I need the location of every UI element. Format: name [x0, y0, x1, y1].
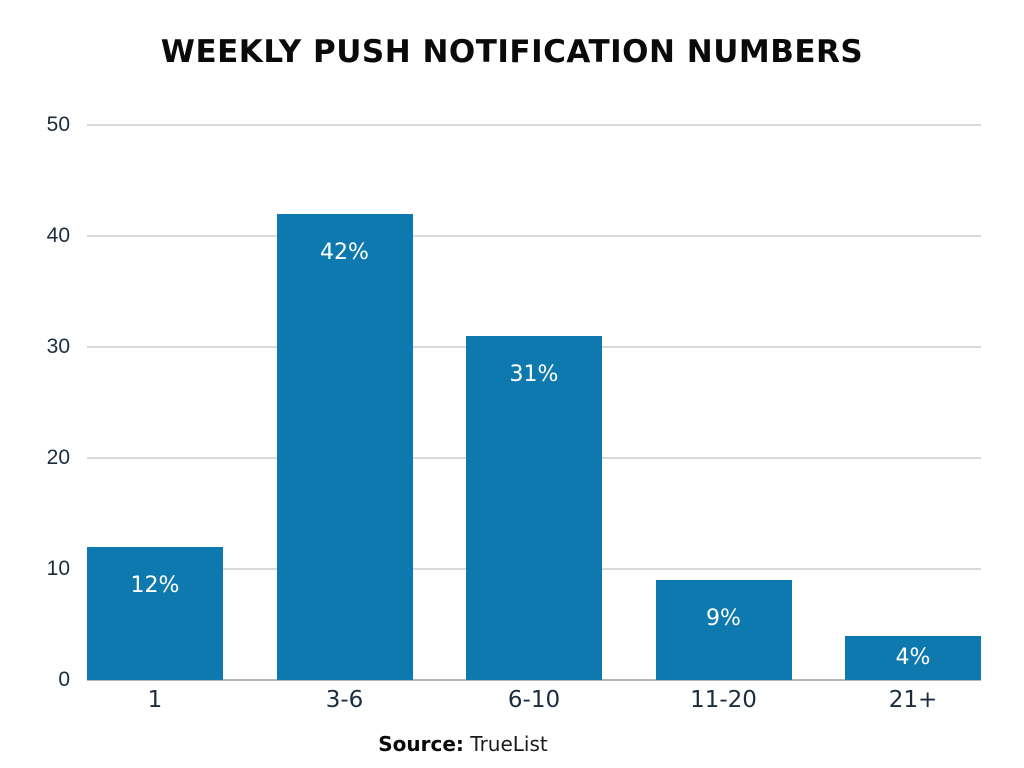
x-axis-tick-labels: 1 3-6 6-10 11-20 21+ — [87, 687, 981, 713]
y-tick-label-20: 20 — [46, 446, 70, 469]
bar-value-label: 31% — [509, 361, 559, 387]
bar-3-6: 42% — [276, 213, 413, 680]
x-tick-label-3-6: 3-6 — [325, 687, 364, 713]
y-tick-label-30: 30 — [46, 335, 70, 358]
bar-series: 12% 42% 31% 9% 4% — [87, 125, 981, 680]
source-label: Source: — [378, 732, 464, 756]
x-tick-label-6-10: 6-10 — [507, 687, 561, 713]
gridline-50 — [87, 124, 981, 126]
bar-value-label: 42% — [320, 239, 369, 265]
x-axis-baseline — [87, 679, 981, 681]
gridline-40 — [87, 235, 981, 237]
plot-area: 12% 42% 31% 9% 4% — [87, 124, 981, 681]
bar-value-label: 9% — [706, 606, 741, 632]
bar-value-label: 4% — [895, 644, 931, 670]
bar-21+: 4% — [845, 635, 981, 680]
chart-title: WEEKLY PUSH NOTIFICATION NUMBERS — [160, 34, 864, 70]
y-tick-label-0: 0 — [58, 668, 70, 691]
y-tick-label-10: 10 — [46, 557, 70, 580]
x-tick-label-1: 1 — [147, 687, 163, 713]
bar-1: 12% — [87, 546, 223, 680]
bar-11-20: 9% — [655, 580, 792, 680]
x-tick-label-11-20: 11-20 — [690, 687, 757, 713]
x-tick-label-21+: 21+ — [888, 687, 938, 713]
bar-6-10: 31% — [466, 335, 602, 680]
y-tick-label-50: 50 — [46, 113, 70, 136]
source-name: TrueList — [470, 732, 548, 756]
y-tick-label-40: 40 — [46, 224, 70, 247]
source-caption: Source: TrueList — [0, 732, 926, 756]
bar-value-label: 12% — [130, 572, 180, 598]
